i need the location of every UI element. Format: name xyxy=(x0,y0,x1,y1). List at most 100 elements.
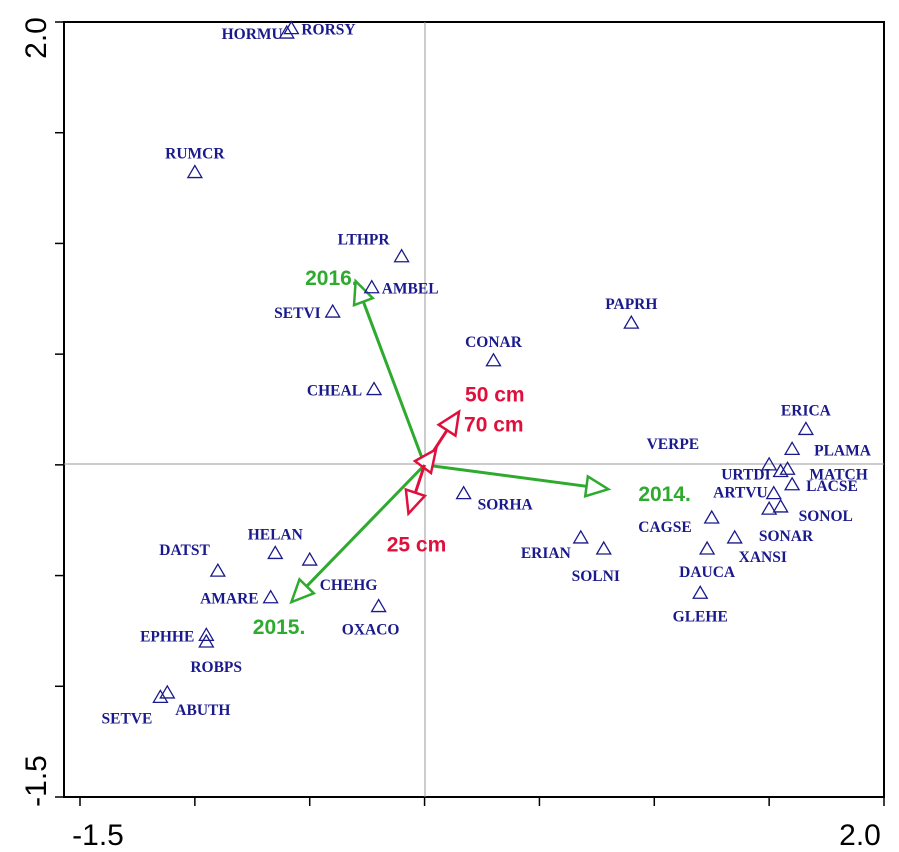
species-artvu: ARTVU xyxy=(713,485,782,502)
species-marker xyxy=(779,460,796,475)
species-marker xyxy=(370,598,387,613)
species-label: PAPRH xyxy=(605,296,657,313)
vector-2014: 2014. xyxy=(424,463,691,506)
species-oxaco: OXACO xyxy=(342,598,399,639)
species-cheal: CHEAL xyxy=(307,381,383,400)
y-tick-label-max: 2.0 xyxy=(20,17,53,59)
species-marker xyxy=(365,381,383,396)
species-match: MATCH xyxy=(779,460,868,483)
vector-arrowhead xyxy=(583,474,612,498)
species-chehg: CHEHG xyxy=(301,551,377,594)
species-label: XANSI xyxy=(739,549,787,566)
species-marker xyxy=(283,20,300,35)
species-marker xyxy=(485,352,502,367)
species-xansi: XANSI xyxy=(726,529,787,566)
species-paprh: PAPRH xyxy=(605,296,657,329)
species-label: MATCH xyxy=(810,466,868,483)
species-marker xyxy=(761,500,778,515)
species-marker xyxy=(595,540,612,555)
species-label: RUMCR xyxy=(165,146,225,163)
species-label: SETVE xyxy=(102,710,153,727)
axis-ticks xyxy=(55,21,885,806)
species-marker xyxy=(455,485,472,500)
species-label: SETVI xyxy=(274,305,321,322)
species-marker xyxy=(783,476,801,491)
species-setve: SETVE xyxy=(102,689,169,727)
species-marker xyxy=(198,633,215,648)
vector-shaft xyxy=(361,301,426,466)
species-marker xyxy=(703,509,720,524)
species-verpe: VERPE xyxy=(647,436,778,471)
species-marker xyxy=(765,485,782,500)
species-cagse: CAGSE xyxy=(638,509,720,536)
species-urtdi: URTDI xyxy=(721,463,789,484)
species-label: CONAR xyxy=(465,334,523,351)
species-marker xyxy=(772,463,789,478)
vector-arrowhead xyxy=(404,487,428,517)
species-abuth: ABUTH xyxy=(159,684,230,719)
x-tick-label-max: 2.0 xyxy=(839,819,881,852)
species-marker xyxy=(262,589,279,604)
species-conar: CONAR xyxy=(465,334,523,367)
vector-label: 2015. xyxy=(253,616,306,639)
y-tick-label-min: -1.5 xyxy=(20,755,53,807)
species-hormu: HORMU xyxy=(222,24,295,43)
species-sorha: SORHA xyxy=(455,485,534,514)
vector-label: 2014. xyxy=(638,483,691,506)
species-amare: AMARE xyxy=(200,589,279,608)
vector-label: 70 cm xyxy=(464,413,524,436)
plot-frame xyxy=(63,21,885,798)
vector-2015: 2015. xyxy=(253,463,426,639)
vector-70-cm: 70 cm xyxy=(412,413,524,476)
species-label: LACSE xyxy=(806,478,858,495)
species-marker xyxy=(198,627,215,642)
species-points: HORMU RORSY RUMCR LTHPR AMBEL SETVI CONAR PAPRH… xyxy=(102,20,872,727)
vector-2016: 2016. xyxy=(305,267,426,466)
species-label: ERICA xyxy=(781,402,832,419)
species-sonar: SONAR xyxy=(759,500,814,545)
species-marker xyxy=(393,248,410,263)
species-setvi: SETVI xyxy=(274,303,341,322)
species-label: HELAN xyxy=(248,526,303,543)
species-sonol: SONOL xyxy=(772,498,853,525)
species-label: DATST xyxy=(159,542,210,559)
vector-shaft xyxy=(424,463,587,488)
species-label: DAUCA xyxy=(679,564,736,581)
vector-label: 25 cm xyxy=(387,534,447,557)
species-plama: PLAMA xyxy=(783,441,872,459)
vector-arrowhead xyxy=(352,278,376,308)
environmental-vectors: 2016. 2014. 2015. 50 cm 70 cm 25 cm xyxy=(253,267,691,639)
species-label: LTHPR xyxy=(338,232,391,249)
species-erica: ERICA xyxy=(781,402,832,436)
species-marker xyxy=(726,529,743,544)
species-solni: SOLNI xyxy=(572,540,620,585)
species-label: CHEAL xyxy=(307,383,362,400)
species-ambel: AMBEL xyxy=(363,279,439,298)
species-marker xyxy=(278,24,295,39)
species-label: GLEHE xyxy=(673,608,728,625)
vector-arrowhead xyxy=(289,577,317,605)
species-label: ARTVU xyxy=(713,485,768,502)
x-tick-label-min: -1.5 xyxy=(72,819,124,852)
species-label: ABUTH xyxy=(175,702,230,719)
species-marker xyxy=(159,684,176,699)
species-marker xyxy=(772,498,789,513)
species-lthpr: LTHPR xyxy=(338,232,410,263)
species-helan: HELAN xyxy=(248,526,303,560)
species-rumcr: RUMCR xyxy=(165,146,225,179)
species-lacse: LACSE xyxy=(783,476,858,495)
species-label: RORSY xyxy=(301,22,355,39)
species-label: AMARE xyxy=(200,591,259,608)
species-datst: DATST xyxy=(159,542,226,577)
species-marker xyxy=(572,529,589,544)
species-label: AMBEL xyxy=(382,281,439,298)
species-ephhe: EPHHE xyxy=(140,627,215,645)
species-rorsy: RORSY xyxy=(283,20,356,39)
vector-25-cm: 25 cm xyxy=(387,464,447,557)
species-label: VERPE xyxy=(647,436,700,453)
species-label: ROBPS xyxy=(190,659,242,676)
species-label: SONOL xyxy=(799,508,853,525)
vector-shaft xyxy=(413,464,426,494)
vector-arrowhead xyxy=(436,409,461,438)
species-label: SONAR xyxy=(759,528,814,545)
